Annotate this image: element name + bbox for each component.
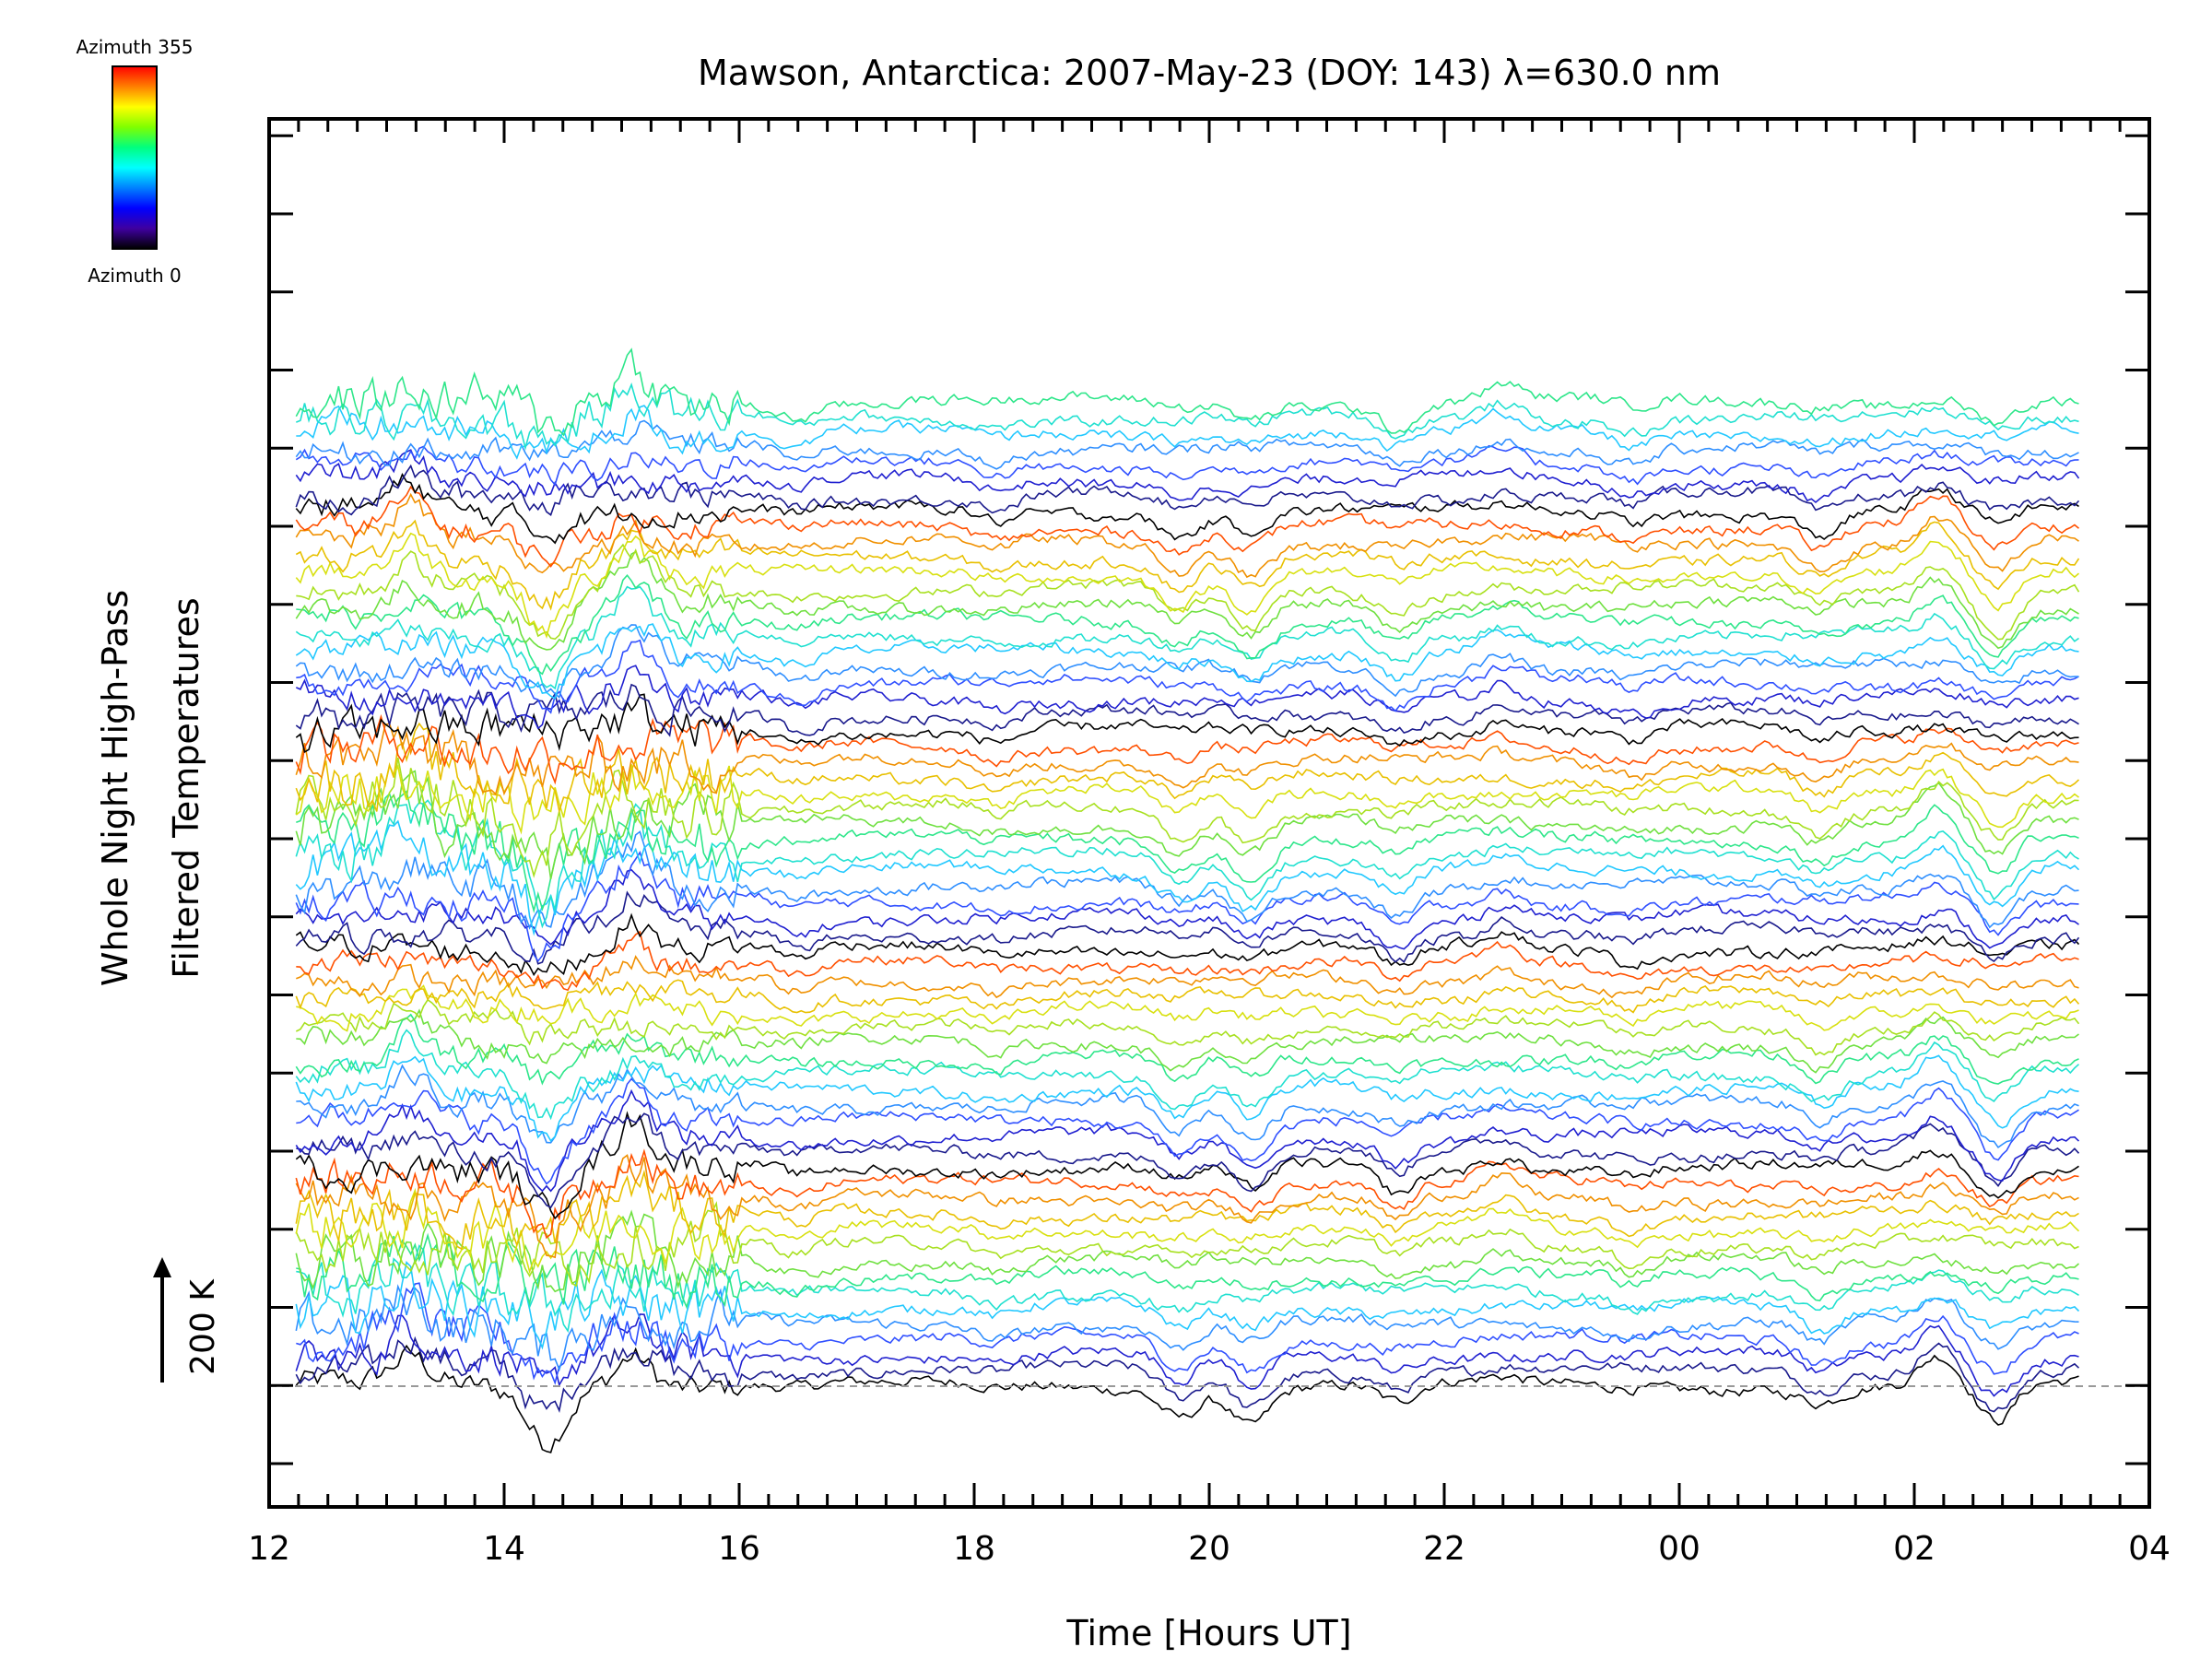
series-line-15 (295, 1111, 2079, 1220)
series-line-26 (295, 979, 2080, 1014)
series-line-30 (295, 890, 2080, 965)
x-axis-label: Time [Hours UT] (1065, 1613, 1351, 1653)
series-line-64 (295, 347, 2079, 437)
series-line-3 (295, 1313, 2079, 1397)
x-tick-label: 22 (1423, 1530, 1465, 1568)
series-line-57 (295, 472, 2079, 545)
series-line-4 (296, 1282, 2079, 1385)
series-line-6 (295, 1260, 2080, 1350)
series-line-58 (295, 464, 2080, 516)
series-line-40 (295, 722, 2080, 815)
axis-ticks (267, 119, 2151, 1507)
series-line-5 (295, 1284, 2079, 1372)
colorbar-top-label: Azimuth 355 (76, 36, 194, 58)
series-line-63 (296, 382, 2079, 452)
series-line-55 (295, 492, 2079, 579)
series-line-38 (295, 757, 2079, 878)
series-line-7 (296, 1244, 2079, 1334)
series-line-42 (295, 713, 2079, 785)
x-tick-labels: 12 14 16 18 20 22 00 02 04 (248, 1530, 2171, 1568)
series-line-50 (296, 573, 2079, 676)
series-line-23 (296, 1008, 2079, 1074)
series-line-44 (295, 683, 2079, 737)
y-axis-label-line1: Whole Night High-Pass (95, 590, 135, 986)
colorbar-gradient (112, 65, 158, 250)
series-line-19 (296, 1064, 2079, 1149)
scale-arrow-head (153, 1257, 171, 1277)
series-line-17 (295, 1088, 2080, 1193)
series-line-8 (296, 1232, 2079, 1310)
scale-label: 200 K (184, 1278, 222, 1375)
series-line-48 (295, 623, 2079, 700)
series-line-20 (295, 1054, 2079, 1143)
series-line-59 (295, 449, 2080, 504)
series-line-39 (295, 763, 2079, 835)
x-tick-label: 00 (1658, 1530, 1700, 1568)
series-line-16 (296, 1112, 2080, 1209)
x-tick-label: 14 (483, 1530, 525, 1568)
series-line-22 (295, 1013, 2079, 1086)
series-line-2 (295, 1335, 2080, 1413)
series-line-41 (295, 723, 2079, 796)
y-axis-label-line2: Filtered Temperatures (166, 597, 206, 978)
series-line-52 (296, 543, 2080, 641)
scale-indicator: 200 K (153, 1257, 222, 1382)
x-tick-label: 12 (248, 1530, 290, 1568)
colorbar: Azimuth 355 Azimuth 0 (76, 36, 194, 287)
series-line-1 (295, 1344, 2079, 1453)
x-tick-label: 16 (718, 1530, 760, 1568)
x-tick-label: 04 (2128, 1530, 2171, 1568)
series-line-47 (295, 624, 2079, 700)
series-line-21 (295, 1029, 2080, 1121)
x-tick-label: 02 (1893, 1530, 1936, 1568)
series-line-32 (295, 851, 2079, 963)
series-line-35 (295, 799, 2079, 929)
series-line-25 (296, 984, 2079, 1032)
series-line-61 (295, 419, 2079, 470)
series-line-46 (296, 639, 2079, 714)
series-line-60 (295, 444, 2079, 487)
series-line-14 (295, 1148, 2079, 1240)
series-line-27 (296, 955, 2079, 999)
series-line-54 (295, 519, 2080, 611)
series-line-45 (295, 665, 2079, 730)
series-line-62 (296, 405, 2079, 460)
series-line-43 (295, 693, 2079, 754)
series-line-31 (295, 868, 2079, 950)
series-line-56 (295, 485, 2080, 568)
chart-title: Mawson, Antarctica: 2007-May-23 (DOY: 14… (698, 53, 1721, 93)
plot-frame (267, 117, 2151, 1509)
x-tick-label: 18 (953, 1530, 995, 1568)
series-line-13 (295, 1154, 2079, 1259)
series-line-9 (295, 1209, 2080, 1293)
series-line-36 (296, 790, 2079, 913)
series-line-18 (296, 1077, 2079, 1185)
x-tick-label: 20 (1188, 1530, 1230, 1568)
series-line-29 (295, 912, 2080, 977)
series-line-49 (295, 585, 2079, 690)
series-line-53 (295, 532, 2080, 639)
series-line-24 (295, 998, 2080, 1056)
colorbar-bottom-label: Azimuth 0 (88, 265, 182, 287)
series-group (295, 347, 2080, 1453)
series-line-10 (295, 1201, 2079, 1288)
series-line-28 (296, 930, 2079, 992)
series-line-12 (295, 1169, 2079, 1251)
